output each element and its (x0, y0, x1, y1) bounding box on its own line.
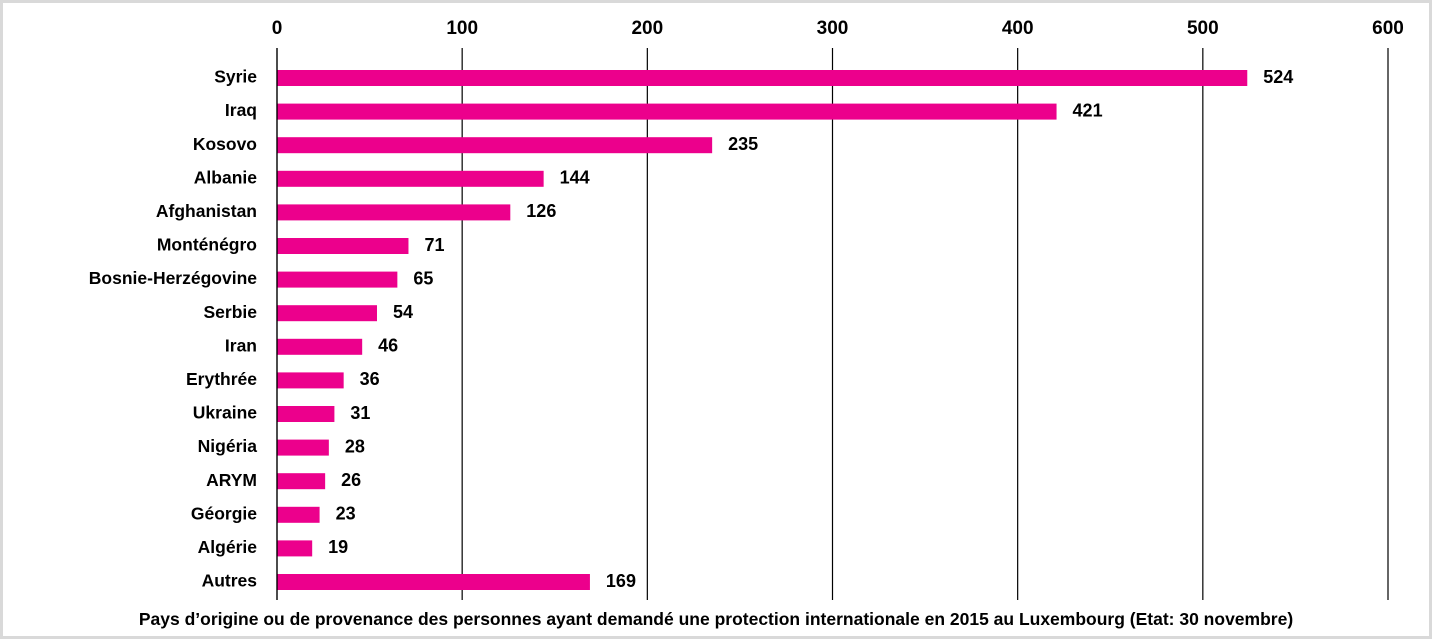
grid-lines (461, 48, 1389, 600)
bars (277, 70, 1248, 590)
bar-9 (277, 372, 344, 389)
bar-8 (277, 338, 363, 355)
value-label: 46 (378, 336, 398, 356)
bar-13 (277, 506, 320, 523)
category-label: Syrie (214, 67, 257, 87)
category-label: Algérie (198, 537, 258, 557)
x-tick-label: 100 (446, 18, 478, 39)
bar-2 (277, 137, 713, 154)
value-label: 71 (424, 235, 444, 255)
category-label: Serbie (204, 302, 258, 322)
value-label: 26 (341, 470, 361, 490)
bar-4 (277, 204, 511, 221)
bar-7 (277, 305, 377, 322)
category-label: Afghanistan (156, 201, 257, 221)
x-axis-ticks: 0 100 200 300 400 500 600 (272, 18, 1404, 39)
category-labels: Syrie Iraq Kosovo Albanie Afghanistan Monténé… (89, 67, 258, 591)
category-label: Iraq (225, 100, 257, 120)
bar-10 (277, 406, 335, 422)
category-label: Autres (202, 571, 258, 591)
category-label: Géorgie (191, 503, 257, 523)
value-label: 524 (1263, 67, 1293, 87)
value-label: 421 (1073, 100, 1103, 120)
category-label: Nigéria (198, 436, 258, 456)
x-tick-label: 200 (631, 18, 663, 39)
x-tick-label: 600 (1372, 18, 1404, 39)
category-label: ARYM (206, 470, 257, 490)
value-label: 169 (606, 571, 636, 591)
value-label: 54 (393, 302, 413, 322)
bar-12 (277, 473, 326, 490)
x-tick-label: 300 (817, 18, 849, 39)
bar-14 (277, 540, 313, 557)
x-tick-label: 0 (272, 18, 283, 39)
value-label: 23 (336, 504, 356, 524)
bar-5 (277, 238, 409, 254)
category-label: Albanie (194, 167, 257, 187)
category-label: Erythrée (186, 369, 257, 389)
category-label: Kosovo (193, 134, 257, 154)
value-label: 235 (728, 134, 758, 154)
value-label: 65 (413, 268, 433, 288)
value-label: 126 (526, 201, 556, 221)
x-tick-label: 500 (1187, 18, 1219, 39)
category-label: Monténégro (157, 235, 257, 255)
bar-11 (277, 439, 329, 456)
bar-15 (277, 574, 590, 590)
x-tick-label: 400 (1002, 18, 1034, 39)
bar-3 (277, 170, 544, 187)
bar-0 (277, 70, 1248, 86)
value-label: 144 (560, 168, 590, 188)
bar-1 (277, 103, 1057, 120)
category-label: Bosnie-Herzégovine (89, 268, 257, 288)
chart-caption: Pays d’origine ou de provenance des pers… (138, 609, 1294, 629)
value-label: 19 (328, 537, 348, 557)
bar-6 (277, 271, 398, 288)
value-label: 31 (350, 403, 370, 423)
category-label: Ukraine (193, 403, 257, 423)
category-label: Iran (225, 335, 257, 355)
value-label: 28 (345, 436, 365, 456)
value-label: 36 (360, 369, 380, 389)
